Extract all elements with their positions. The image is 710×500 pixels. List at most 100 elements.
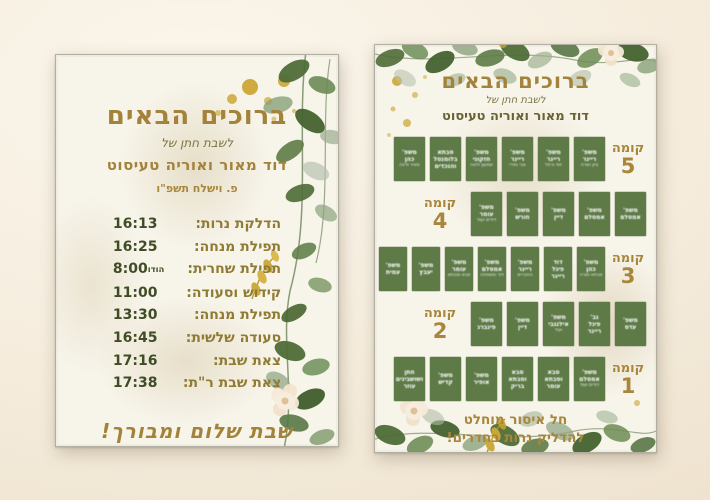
room-line: משפ' bbox=[484, 259, 500, 267]
warning-line-1: חל איסור מוחלט bbox=[463, 412, 568, 428]
room-line: משפ' bbox=[385, 262, 401, 269]
room-line: משפ' bbox=[510, 149, 525, 157]
room-line: משפ' bbox=[517, 259, 533, 267]
shabbat-schedule-card: ברוכים הבאים לשבת חתן של דוד מאור ואוריה… bbox=[55, 54, 339, 447]
room-line: משפ' bbox=[623, 317, 638, 324]
room-box: דוד פיגל ריינר bbox=[544, 247, 572, 291]
room-line: משפ' bbox=[418, 262, 434, 269]
room-box: משפ' דיין bbox=[543, 192, 574, 236]
room-box: משפ' אופיר bbox=[466, 357, 497, 401]
schedule-label: קידוש וסעודה: bbox=[186, 284, 282, 301]
floor-number: 5 bbox=[620, 153, 636, 178]
floor-label: קומה 1 bbox=[610, 362, 646, 397]
room-box: משפ' דיין bbox=[507, 302, 538, 346]
room-line: משפ' bbox=[582, 369, 597, 377]
floor-row: קומה 3 משפ' כהן סבתא ושרה דוד פיגל ריינר משפ… bbox=[379, 246, 646, 292]
room-line: משפ' bbox=[551, 314, 566, 322]
room-line: משפ' bbox=[515, 317, 530, 324]
floors-list: קומה 5 משפ' ריינר ציון ושרה משפ' ריינר יוסי … bbox=[375, 136, 656, 402]
schedule-time: 16:25 bbox=[112, 238, 158, 255]
room-line: אופיר bbox=[473, 379, 490, 386]
floor-row: משפ' אמסלם משפ' אמסלם משפ' דיין משפ' חורש מש… bbox=[385, 191, 646, 237]
shabbat-chatan-subtitle: לשבת חתן של bbox=[485, 95, 546, 106]
shabbat-shalom-blessing: שבת שלום ומבורך! bbox=[101, 418, 293, 443]
room-line: אמסלם bbox=[481, 266, 503, 274]
floor-row: קומה 5 משפ' ריינר ציון ושרה משפ' ריינר יוסי … bbox=[385, 136, 646, 182]
floor-label: קומה 4 bbox=[422, 197, 458, 232]
floor-label: קומה 5 bbox=[610, 142, 646, 177]
room-box: משפ' ריינר ציון ושרה bbox=[574, 137, 605, 181]
room-line: משפ' bbox=[587, 207, 602, 214]
room-line: וסבתא bbox=[544, 375, 563, 383]
room-line: עומר bbox=[546, 382, 561, 390]
schedule-label: הדלקת נרות: bbox=[195, 216, 282, 232]
couple-names: דוד מאור ואוריה טעיסוט bbox=[106, 156, 288, 174]
schedule-time: 13:30 bbox=[112, 307, 158, 324]
room-line: חתן bbox=[404, 368, 415, 376]
floor-label: קומה 2 bbox=[422, 307, 458, 342]
room-assignment-card: ברוכים הבאים לשבת חתן של דוד מאור ואוריה… bbox=[374, 44, 657, 453]
room-box: חתן ושושבינים עוזר bbox=[394, 357, 425, 401]
room-box: משפ' אמסלם דודים ועוד bbox=[574, 357, 605, 401]
room-line: עוזר bbox=[403, 382, 416, 390]
room-box: משפ' פינברג bbox=[471, 302, 502, 346]
schedule-label: תפילת מנחה: bbox=[194, 238, 282, 255]
room-line: קדיש bbox=[438, 379, 453, 386]
schedule-label: סעודה שלשית: bbox=[185, 329, 282, 346]
room-line: כהן bbox=[586, 266, 596, 274]
room-line: בריק bbox=[510, 382, 525, 390]
room-line: ריינר bbox=[587, 327, 602, 335]
room-box: משפ' חורש bbox=[507, 192, 538, 236]
room-box: משפ' כהן מאיר ודינה bbox=[394, 137, 425, 181]
schedule-time: 8:00הודו bbox=[112, 261, 165, 278]
room-line: פיגל bbox=[551, 265, 565, 273]
room-line: והנכדים bbox=[434, 162, 457, 170]
room-line: משפ' bbox=[479, 317, 494, 324]
room-line: משפ' bbox=[582, 149, 597, 157]
floor-number: 2 bbox=[432, 318, 448, 343]
room-line: סבא bbox=[547, 368, 560, 376]
floor-word: קומה bbox=[611, 360, 645, 376]
room-line: ריינר bbox=[510, 156, 525, 164]
floor-row: קומה 1 משפ' אמסלם דודים ועוד סבא וסבתא עומר … bbox=[385, 356, 646, 402]
couple-names: דוד מאור ואוריה טעיסוט bbox=[442, 109, 589, 124]
schedule-time: 17:38 bbox=[112, 375, 158, 392]
candle-warning: חל איסור מוחלט להדליק נרות בחדרים! bbox=[375, 411, 656, 447]
room-line: גב' bbox=[590, 313, 599, 321]
room-line: אמסלם bbox=[579, 376, 600, 384]
schedule-label: צאת שבת: bbox=[213, 352, 282, 369]
room-box: משפ' אילנגבי ועוד bbox=[543, 302, 574, 346]
room-line: אילנגבי bbox=[548, 321, 569, 329]
room-box: משפ' עומר דודים ועוד bbox=[471, 192, 502, 236]
schedule-list: הדלקת נרות: 16:13 תפילת מנחה: 16:25 תפיל… bbox=[56, 213, 338, 395]
room-subline: דוד ומשפחה bbox=[480, 273, 504, 279]
room-line: וסבתא bbox=[508, 375, 527, 383]
floor-number: 1 bbox=[620, 373, 636, 398]
room-subline: סבתא ושרה bbox=[579, 273, 603, 279]
room-box: משפ' ריינר החברים bbox=[511, 247, 539, 291]
room-box: משפ' יעבץ bbox=[412, 247, 440, 291]
room-line: חזקוני bbox=[472, 156, 491, 164]
room-line: סבתא bbox=[437, 148, 454, 156]
room-line: כהן bbox=[404, 156, 415, 164]
parsha-line: פ. וישלח תשפ"ו bbox=[156, 182, 238, 195]
schedule-label: צאת שבת ר"ת: bbox=[182, 375, 282, 392]
floor-word: קומה bbox=[423, 195, 457, 211]
floor-row: משפ' עדס גב' פיגל ריינר משפ' אילנגבי ועוד משפ… bbox=[385, 301, 646, 347]
room-line: פינברג bbox=[477, 324, 496, 331]
room-line: משפ' bbox=[474, 372, 489, 379]
room-line: משפ' bbox=[515, 207, 530, 214]
room-line: עומר bbox=[452, 266, 467, 274]
room-line: אמסלם bbox=[584, 214, 605, 221]
room-line: ריינר bbox=[582, 156, 597, 164]
room-line: דוד bbox=[553, 258, 563, 266]
floor-word: קומה bbox=[423, 305, 457, 321]
room-box: משפ' עמית bbox=[379, 247, 407, 291]
room-line: משפ' bbox=[583, 259, 599, 267]
floor-number: 3 bbox=[620, 263, 636, 288]
room-box: משפ' קדיש bbox=[430, 357, 461, 401]
schedule-time: 16:13 bbox=[112, 216, 158, 232]
room-line: חורש bbox=[515, 214, 530, 221]
room-subline: שמעון ולאה bbox=[470, 163, 493, 169]
